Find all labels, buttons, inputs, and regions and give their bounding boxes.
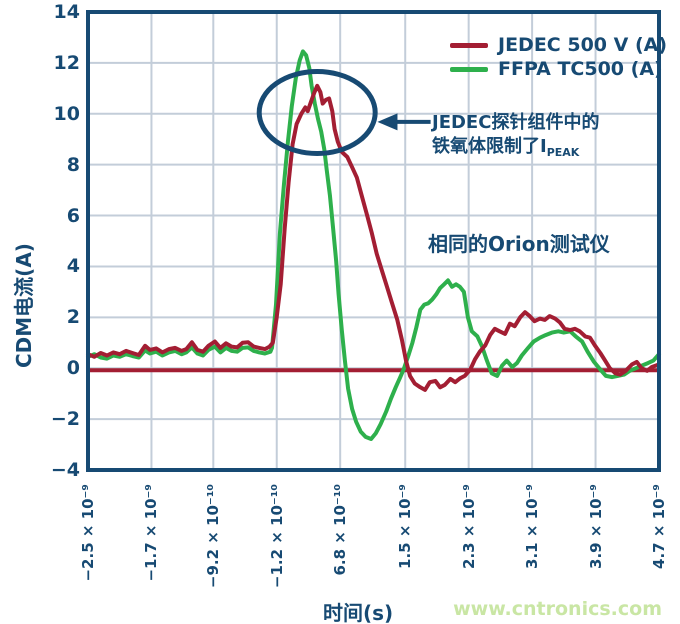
y-tick-label: −2	[50, 408, 80, 431]
y-tick-label: 4	[66, 255, 80, 278]
x-tick-label: 3.9 × 10⁻⁹	[586, 484, 605, 569]
legend-label-jedec: JEDEC 500 V (A)	[498, 34, 668, 56]
x-tick-label: 3.1 × 10⁻⁹	[523, 484, 542, 569]
y-tick-label: 8	[66, 153, 80, 176]
x-tick-label: −2.5 × 10⁻⁹	[79, 484, 97, 582]
legend-label-ffpa: FFPA TC500 (A)	[498, 58, 663, 80]
y-tick-label: −4	[50, 459, 80, 481]
x-tick-label: −9.2 × 10⁻¹⁰	[204, 484, 223, 589]
callout-line-2: 铁氧体限制了IPEAK	[432, 136, 580, 159]
series-line	[86, 49, 661, 441]
y-axis-title: CDM电流(A)	[12, 243, 36, 368]
x-tick-label: −1.2 × 10⁻¹⁰	[267, 484, 286, 589]
ferrite-callout-text: JEDEC探针组件中的 铁氧体限制了IPEAK	[432, 111, 599, 165]
legend-item-ffpa: FFPA TC500 (A)	[450, 57, 667, 81]
ipeak-subscript: PEAK	[546, 146, 580, 159]
x-tick-label: 4.7 × 10⁻⁹	[650, 484, 668, 569]
plot-border	[86, 10, 661, 472]
y-tick-label: 6	[66, 204, 80, 227]
ffpa-line-swatch-icon	[450, 66, 488, 72]
series-line	[86, 83, 661, 392]
y-tick-label: 2	[66, 306, 80, 329]
watermark-text: www.cntronics.com	[453, 598, 662, 620]
legend-item-jedec: JEDEC 500 V (A)	[450, 33, 667, 57]
x-tick-label: −1.7 × 10⁻⁹	[142, 484, 161, 582]
x-axis-title: 时间(s)	[323, 601, 394, 624]
jedec-line-swatch-icon	[450, 42, 488, 48]
callout-arrow-head-icon	[377, 113, 398, 131]
orion-note: 相同的Orion测试仪	[428, 232, 610, 256]
x-tick-label: 6.8 × 10⁻¹⁰	[331, 484, 350, 576]
y-tick-label: 12	[53, 51, 80, 74]
callout-line-1: JEDEC探针组件中的	[432, 112, 600, 133]
legend: JEDEC 500 V (A) FFPA TC500 (A)	[450, 33, 667, 81]
y-tick-label: 0	[66, 357, 80, 380]
x-tick-label: 1.5 × 10⁻⁹	[396, 484, 415, 569]
x-tick-label: 2.3 × 10⁻⁹	[459, 484, 478, 569]
y-tick-label: 14	[53, 1, 80, 23]
y-tick-label: 10	[53, 102, 80, 125]
peak-highlight-ellipse	[256, 69, 378, 157]
